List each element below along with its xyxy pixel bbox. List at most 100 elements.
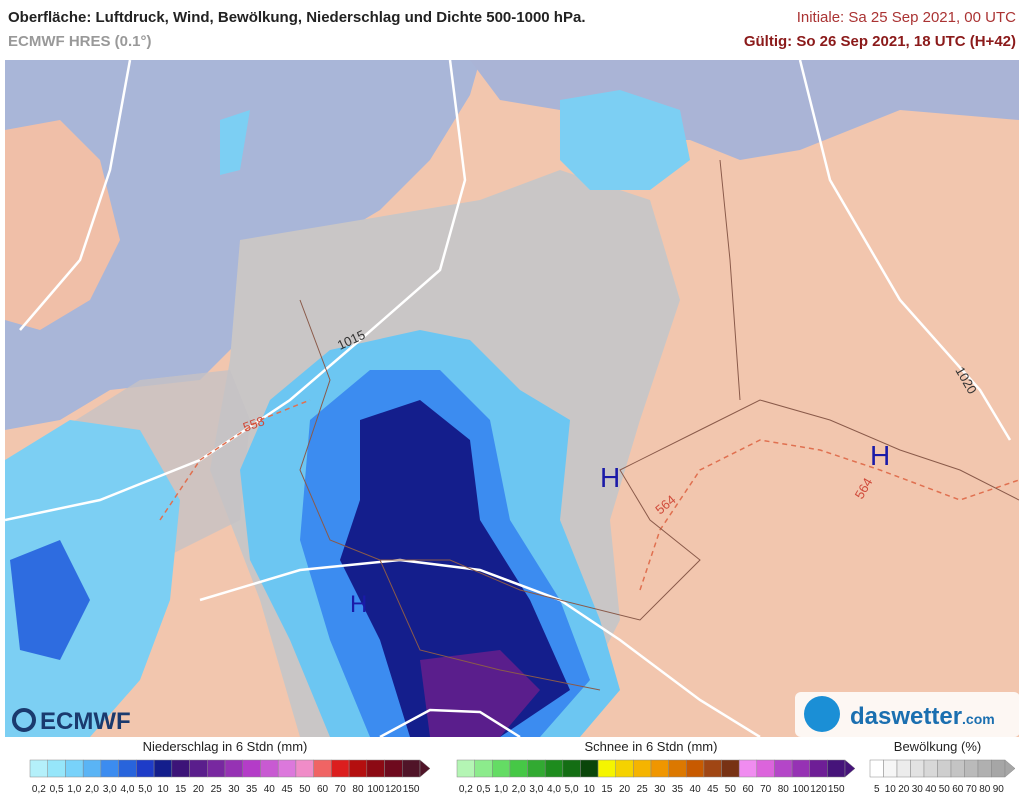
legend-swatch — [366, 759, 385, 778]
legend-label: 100 — [793, 784, 810, 795]
legend-label: 5,0 — [565, 784, 579, 795]
legend-swatch — [950, 759, 965, 778]
legend-swatch — [348, 759, 368, 778]
legend-swatch — [580, 759, 599, 778]
precip-west-core — [10, 540, 90, 660]
legend-label: 4,0 — [547, 784, 561, 795]
legend-swatch — [100, 759, 119, 778]
legend-swatch — [809, 759, 828, 778]
legend-label: 20 — [619, 784, 631, 795]
legend-swatch — [331, 759, 350, 778]
legend-label: 5,0 — [138, 784, 152, 795]
legend-title: Bewölkung (%) — [894, 739, 981, 754]
legend-swatch — [189, 759, 208, 778]
legend-swatch — [869, 759, 884, 778]
legend-label: 35 — [246, 784, 258, 795]
legends: Niederschlag in 6 Stdn (mm)0,2 0,5 1,0 2,0 3… — [29, 739, 1016, 795]
legend-label: 20 — [898, 784, 910, 795]
legend-swatch — [47, 759, 66, 778]
legend-label: 60 — [742, 784, 754, 795]
legend-label: 20 — [193, 784, 205, 795]
legend-swatch — [686, 759, 705, 778]
legend-label: 70 — [335, 784, 347, 795]
legend-swatch — [633, 759, 652, 778]
precip-baltic — [560, 90, 690, 190]
borders — [299, 159, 1019, 691]
legend-swatch — [384, 759, 403, 778]
legend-label: 100 — [367, 784, 384, 795]
legend-label: 10 — [885, 784, 897, 795]
legend-swatch — [295, 759, 314, 778]
legend-swatch — [527, 759, 546, 778]
legend-label: 45 — [281, 784, 293, 795]
legend-swatch — [910, 759, 925, 778]
daswetter-logo: daswetter.com — [795, 692, 1019, 737]
legend-label: 30 — [912, 784, 924, 795]
legend-label: 60 — [952, 784, 964, 795]
legend-swatch — [313, 759, 332, 778]
legend-label: 30 — [654, 784, 666, 795]
high-pressure: H — [870, 440, 890, 471]
legend-label: 50 — [939, 784, 951, 795]
legend-label: 10 — [584, 784, 596, 795]
legend-label: 80 — [352, 784, 364, 795]
legend-label: 5 — [874, 784, 880, 795]
legend-swatch — [791, 759, 810, 778]
legend-label: 25 — [637, 784, 649, 795]
legend-label: 3,0 — [103, 784, 117, 795]
legend-swatch — [224, 759, 243, 778]
legend-label: 120 — [385, 784, 402, 795]
legend-label: 0,5 — [477, 784, 491, 795]
legend-swatch — [977, 759, 992, 778]
legend-swatch — [277, 759, 297, 778]
legend-swatch — [650, 759, 669, 778]
legend-swatch — [456, 759, 475, 778]
legend-swatch — [474, 759, 493, 778]
legend-swatch — [29, 759, 48, 778]
legend-swatch — [544, 759, 564, 778]
legend-label: 10 — [157, 784, 169, 795]
legend-swatch — [82, 759, 102, 778]
valid-time: Gültig: So 26 Sep 2021, 18 UTC (H+42) — [744, 33, 1016, 50]
precip-central-core — [340, 400, 570, 737]
legend-swatch — [402, 759, 421, 778]
legend-label: 0,2 — [459, 784, 473, 795]
legend-label: 0,2 — [32, 784, 46, 795]
legend-swatch — [171, 759, 190, 778]
legend-swatch — [562, 759, 581, 778]
legend-label: 15 — [601, 784, 613, 795]
legend-label: 40 — [264, 784, 276, 795]
legend-swatch — [492, 759, 511, 778]
legend-swatch — [738, 759, 758, 778]
legend-label: 0,5 — [50, 784, 64, 795]
isobars — [5, 60, 1012, 737]
legend-swatch — [896, 759, 911, 778]
legend-swatch — [883, 759, 898, 778]
legend-swatch — [260, 759, 279, 778]
legend-label: 40 — [690, 784, 702, 795]
legend-label: 70 — [966, 784, 978, 795]
legend-swatch — [964, 759, 979, 778]
legend-swatch — [827, 759, 846, 778]
legend-label: 45 — [707, 784, 719, 795]
legend-label: 120 — [810, 784, 827, 795]
legend-swatch — [118, 759, 137, 778]
legend-arrow — [844, 759, 856, 778]
legend-swatch — [509, 759, 528, 778]
legend-label: 1,0 — [494, 784, 508, 795]
thickness-lines — [159, 399, 1019, 591]
legend-swatch — [991, 759, 1006, 778]
legend-swatch — [703, 759, 722, 778]
legend-swatch — [65, 759, 84, 778]
legend-swatch — [774, 759, 793, 778]
legend-label: 25 — [211, 784, 223, 795]
legend-swatch — [242, 759, 261, 778]
legend-label: 3,0 — [529, 784, 543, 795]
legend-swatch — [937, 759, 952, 778]
thickness-label: 558 — [241, 413, 267, 435]
legend-title: Niederschlag in 6 Stdn (mm) — [143, 739, 308, 754]
legend-label: 150 — [403, 784, 420, 795]
uk — [5, 120, 120, 330]
legend-label: 30 — [228, 784, 240, 795]
